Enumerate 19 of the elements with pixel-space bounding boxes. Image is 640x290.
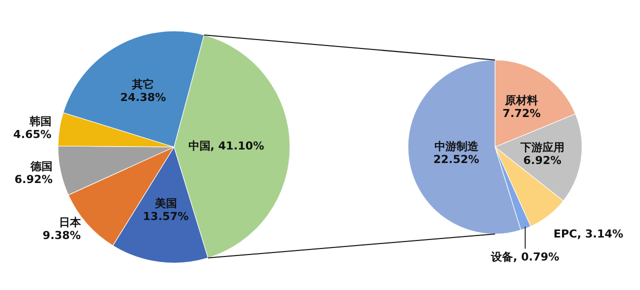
slice-label: 美国 <box>154 197 177 210</box>
data-label: 7.72% <box>502 107 541 120</box>
data-label: 24.38% <box>120 91 166 104</box>
slice-label: 中国, 41.10% <box>188 140 264 153</box>
slice-label: 其它 <box>132 78 154 92</box>
slice-label: 日本 <box>58 216 81 229</box>
data-label: 6.92% <box>14 172 53 186</box>
data-label: 6.92% <box>523 154 562 167</box>
slice-label: 中游制造 <box>434 140 478 153</box>
slice-label: 下游应用 <box>520 140 564 154</box>
data-label: 22.52% <box>433 152 480 166</box>
slice-label: 韩国 <box>29 114 52 128</box>
slice-label: 设备, 0.79% <box>491 250 560 264</box>
data-label: 13.57% <box>142 210 189 224</box>
data-label: 9.38% <box>42 228 81 242</box>
data-label: 4.65% <box>13 128 52 141</box>
slice-label: 原材料 <box>505 94 538 108</box>
slice-label: 德国 <box>30 160 53 173</box>
slice-label: EPC, 3.14% <box>553 227 624 240</box>
